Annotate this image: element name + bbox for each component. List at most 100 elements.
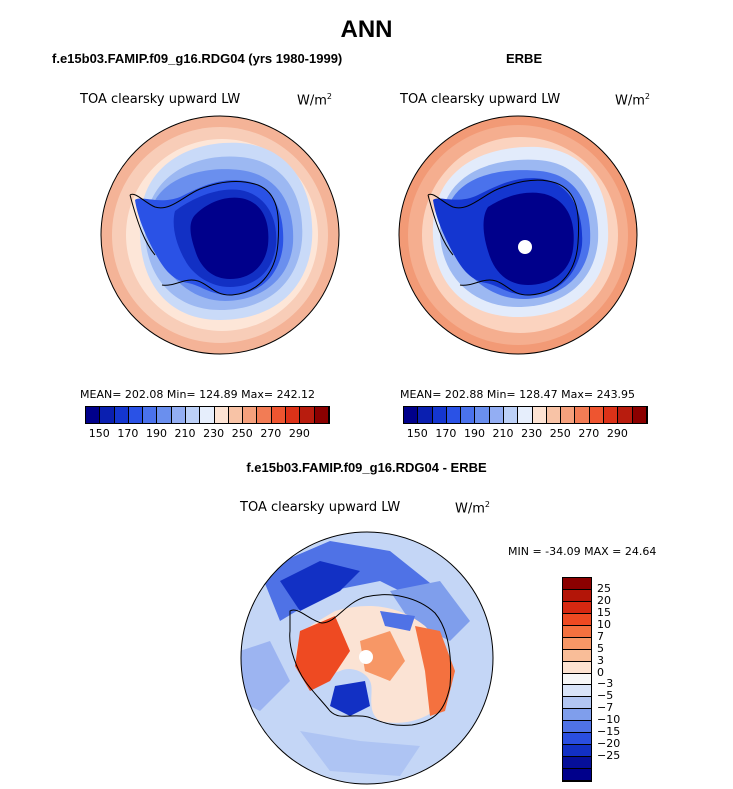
colorbar-swatch <box>228 407 244 423</box>
colorbar-swatch <box>171 407 186 423</box>
colorbar-swatch <box>446 407 462 423</box>
colorbar-swatch <box>475 407 490 423</box>
colorbar-swatch <box>563 709 591 722</box>
colorbar-tick-label: 270 <box>260 427 282 440</box>
colorbar-swatch <box>214 407 229 423</box>
colorbar-swatch <box>563 601 591 614</box>
colorbar-tick-label: 5 <box>597 641 604 655</box>
colorbar-swatch <box>518 407 533 423</box>
panel2-units: W/m2 <box>615 92 650 109</box>
panel3-colorbar-ticks: 25 20 15 10 7 5 3 0 −3 −5 −7 −10 −15 −20 −25 <box>597 577 637 780</box>
figure-title: ANN <box>340 16 393 43</box>
panel1-units: W/m2 <box>297 92 332 109</box>
panel3-polar-map <box>240 531 494 785</box>
colorbar-swatch <box>503 407 519 423</box>
colorbar-swatch <box>86 407 101 423</box>
colorbar-tick-label: 25 <box>597 581 611 595</box>
colorbar-swatch <box>561 407 576 423</box>
colorbar-swatch <box>563 661 591 674</box>
colorbar-tick-label: 150 <box>88 427 110 440</box>
colorbar-swatch <box>563 589 591 602</box>
colorbar-swatch <box>563 637 591 650</box>
panel1-stats: MEAN= 202.08 Min= 124.89 Max= 242.12 <box>80 388 316 401</box>
colorbar-swatch <box>563 769 591 781</box>
panel2-variable-label: TOA clearsky upward LW <box>400 92 561 107</box>
panel3-units: W/m2 <box>455 500 490 517</box>
colorbar-swatch <box>546 407 562 423</box>
colorbar-tick-label: 190 <box>145 427 167 440</box>
colorbar-swatch <box>200 407 215 423</box>
colorbar-swatch <box>563 649 591 662</box>
colorbar-tick-label: 210 <box>174 427 196 440</box>
colorbar-swatch <box>563 745 591 758</box>
colorbar-tick-label: 3 <box>597 653 604 667</box>
panel1-case-title: f.e15b03.FAMIP.f09_g16.RDG04 (yrs 1980-1… <box>52 51 343 66</box>
colorbar-swatch <box>563 697 591 710</box>
panel2-polar-map <box>398 115 638 355</box>
colorbar-tick-label: 210 <box>492 427 514 440</box>
colorbar-tick-label: −20 <box>597 737 621 751</box>
colorbar-swatch <box>563 578 591 590</box>
colorbar-tick-label: 170 <box>435 427 457 440</box>
colorbar-swatch <box>563 721 591 734</box>
colorbar-swatch <box>618 407 633 423</box>
colorbar-tick-label: 250 <box>549 427 571 440</box>
colorbar-tick-label: −7 <box>597 701 614 715</box>
colorbar-swatch <box>532 407 547 423</box>
colorbar-tick-label: 230 <box>521 427 543 440</box>
colorbar-swatch <box>563 757 591 769</box>
colorbar-tick-label: 10 <box>597 617 611 631</box>
colorbar-swatch <box>404 407 419 423</box>
colorbar-tick-label: 150 <box>406 427 428 440</box>
panel1-variable-label: TOA clearsky upward LW <box>80 92 241 107</box>
colorbar-swatch <box>563 733 591 746</box>
colorbar-swatch <box>432 407 447 423</box>
colorbar-swatch <box>114 407 129 423</box>
colorbar-tick-label: 20 <box>597 593 611 607</box>
colorbar-tick-label: −5 <box>597 689 614 703</box>
colorbar-tick-label: 0 <box>597 665 604 679</box>
colorbar-swatch <box>300 407 315 423</box>
colorbar-swatch <box>285 407 301 423</box>
colorbar-tick-label: −10 <box>597 713 621 727</box>
colorbar-tick-label: −15 <box>597 725 621 739</box>
colorbar-swatch <box>128 407 144 423</box>
panel2-stats: MEAN= 202.88 Min= 128.47 Max= 243.95 <box>400 388 636 401</box>
colorbar-swatch <box>271 407 286 423</box>
colorbar-swatch <box>243 407 258 423</box>
colorbar-swatch <box>563 625 591 638</box>
colorbar-tick-label: 170 <box>117 427 139 440</box>
colorbar-swatch <box>575 407 590 423</box>
colorbar-swatch <box>563 673 591 686</box>
panel3-case-title: f.e15b03.FAMIP.f09_g16.RDG04 - ERBE <box>246 460 487 475</box>
colorbar-swatch <box>589 407 604 423</box>
panel2-case-title: ERBE <box>506 51 543 66</box>
colorbar-tick-label: 290 <box>288 427 310 440</box>
panel2-colorbar-ticks: 150 170 190 210 230 250 270 290 <box>403 427 646 441</box>
colorbar-swatch <box>563 685 591 698</box>
panel3-stats: MIN = -34.09 MAX = 24.64 <box>508 545 657 558</box>
colorbar-tick-label: 250 <box>231 427 253 440</box>
panel2-colorbar <box>403 406 648 424</box>
colorbar-swatch <box>603 407 619 423</box>
colorbar-tick-label: −25 <box>597 749 621 763</box>
colorbar-swatch <box>461 407 476 423</box>
colorbar-swatch <box>143 407 158 423</box>
colorbar-swatch <box>632 407 647 423</box>
panel3-colorbar <box>562 577 592 782</box>
colorbar-tick-label: 290 <box>606 427 628 440</box>
colorbar-tick-label: 230 <box>203 427 225 440</box>
colorbar-tick-label: 7 <box>597 629 604 643</box>
colorbar-swatch <box>257 407 272 423</box>
colorbar-tick-label: −3 <box>597 677 614 691</box>
colorbar-tick-label: 270 <box>578 427 600 440</box>
panel1-colorbar-ticks: 150 170 190 210 230 250 270 290 <box>85 427 328 441</box>
colorbar-swatch <box>157 407 172 423</box>
panel1-polar-map <box>100 115 340 355</box>
panel3-variable-label: TOA clearsky upward LW <box>240 500 401 515</box>
colorbar-swatch <box>489 407 504 423</box>
colorbar-swatch <box>100 407 115 423</box>
colorbar-tick-label: 190 <box>463 427 485 440</box>
colorbar-swatch <box>314 407 329 423</box>
colorbar-tick-label: 15 <box>597 605 611 619</box>
